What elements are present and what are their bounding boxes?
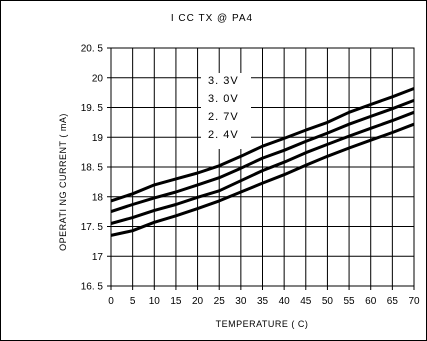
x-tick-label: 50	[322, 296, 334, 307]
y-tick-label: 16. 5	[81, 282, 104, 293]
x-tick-label: 55	[344, 296, 356, 307]
y-tick-label: 20. 5	[81, 44, 104, 55]
x-tick-labels: 0 5 10 15 20 25 30 35 40 45 50 55 60 65 70	[108, 296, 420, 307]
legend-entry: 3. 3V	[208, 75, 239, 87]
legend: 3. 3V 3. 0V 2. 7V 2. 4V	[201, 73, 251, 149]
x-tick-label: 65	[387, 296, 399, 307]
grid	[107, 47, 415, 290]
legend-entry: 2. 7V	[208, 111, 239, 123]
x-tick-label: 25	[214, 296, 226, 307]
chart-title: I CC TX @ PA4	[171, 13, 253, 24]
x-tick-label: 20	[192, 296, 204, 307]
x-tick-label: 0	[108, 296, 114, 307]
x-tick-label: 10	[149, 296, 161, 307]
series-line	[110, 122, 415, 237]
x-tick-label: 70	[408, 296, 420, 307]
x-tick-label: 40	[279, 296, 291, 307]
x-tick-label: 45	[300, 296, 312, 307]
legend-entry: 2. 4V	[208, 129, 239, 141]
x-tick-label: 5	[130, 296, 136, 307]
y-tick-labels: 16. 5 17 17. 5 18 18. 5 19 19. 5 20 20. 5	[81, 44, 104, 293]
series-lines	[110, 87, 415, 237]
y-tick-label: 17	[92, 252, 104, 263]
y-tick-label: 18. 5	[81, 163, 104, 174]
y-tick-label: 19	[92, 133, 104, 144]
plot-area-border	[110, 47, 415, 287]
x-tick-label: 15	[170, 296, 182, 307]
y-tick-label: 19. 5	[81, 103, 104, 114]
y-tick-label: 17. 5	[81, 222, 104, 233]
y-tick-label: 18	[92, 192, 104, 203]
series-line	[110, 87, 415, 203]
series-line	[110, 110, 415, 225]
x-tick-label: 35	[257, 296, 269, 307]
y-axis-label: OPERATI NG CURRENT ( mA)	[58, 113, 68, 251]
x-tick-label: 30	[235, 296, 247, 307]
legend-entry: 3. 0V	[208, 93, 239, 105]
y-tick-label: 20	[92, 73, 104, 84]
legend-box	[201, 73, 251, 149]
x-axis-label: TEMPERATURE ( C)	[216, 319, 309, 329]
series-line	[110, 98, 415, 214]
x-tick-label: 60	[365, 296, 377, 307]
